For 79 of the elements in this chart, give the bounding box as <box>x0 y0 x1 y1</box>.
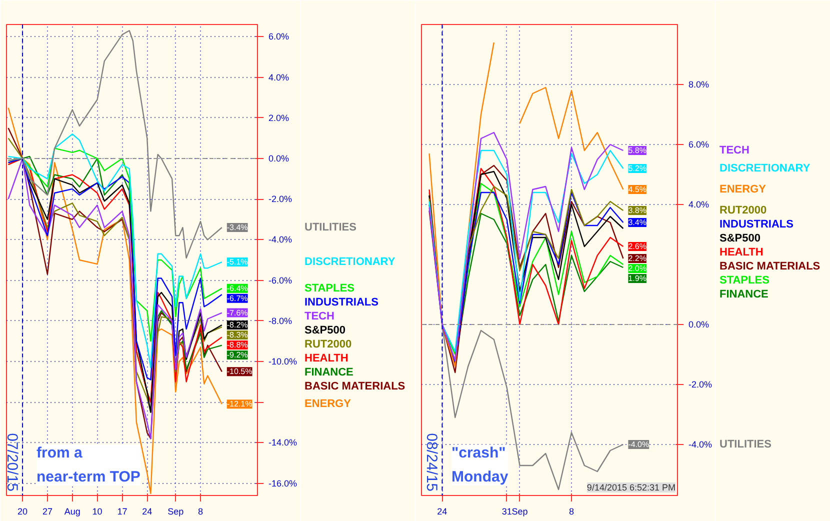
y-tick-label: -2.0% <box>268 194 292 204</box>
text: FINANCE <box>720 288 768 300</box>
text: FINANCE <box>304 366 354 378</box>
text: INDUSTRIALS <box>720 218 794 230</box>
y-tick-label: 2.0% <box>268 112 290 123</box>
data-label: -7.6% <box>226 308 248 318</box>
x-tick-label: 24 <box>142 506 152 516</box>
data-label: 4.5% <box>628 185 646 194</box>
x-tick-label: 8 <box>198 506 204 516</box>
x-tick-label: Aug <box>64 506 80 516</box>
y-tick-label: -4.0% <box>268 234 292 245</box>
y-tick-label: 4.0% <box>268 72 290 82</box>
y-tick-label: -4.0% <box>688 440 712 450</box>
data-label: -6.4% <box>226 284 248 293</box>
text: STAPLES <box>304 282 354 294</box>
y-tick-label: -2.0% <box>688 380 712 390</box>
x-tick-label: Sep <box>168 506 184 516</box>
line-series <box>8 30 222 259</box>
y-tick-label: 0.0% <box>268 153 290 164</box>
data-label: -6.7% <box>226 294 248 303</box>
text: ENERGY <box>304 398 352 410</box>
text: TECH <box>304 310 334 322</box>
data-label: -5.1% <box>226 258 248 267</box>
data-label: -3.4% <box>226 223 248 232</box>
x-tick-label: 24 <box>437 506 448 516</box>
data-label: 2.6% <box>628 242 646 251</box>
text: S&P500 <box>304 324 346 336</box>
data-label: -4.0% <box>628 440 650 449</box>
text: HEALTH <box>304 352 348 364</box>
text: S&P500 <box>720 232 760 244</box>
text: UTILITIES <box>304 222 356 234</box>
x-tick-label: 10 <box>92 506 102 516</box>
text: UTILITIES <box>720 438 772 450</box>
ref-line-label: 07/20/15 <box>4 433 21 492</box>
y-tick-label: -8.0% <box>268 316 292 326</box>
data-label: 5.8% <box>628 146 646 155</box>
data-label: 3.4% <box>628 218 646 227</box>
data-label: -9.2% <box>226 350 248 360</box>
annotation: 9/14/2015 6:52:31 PM <box>586 482 676 492</box>
y-tick-label: -10.0% <box>268 356 298 367</box>
y-tick-label: 6.0% <box>268 32 290 42</box>
text: HEALTH <box>720 246 764 258</box>
y-tick-label: 8.0% <box>688 80 710 90</box>
y-tick-label: -6.0% <box>268 275 292 286</box>
y-tick-label: -14.0% <box>268 438 298 448</box>
text: DISCRETIONARY <box>720 162 811 174</box>
x-tick-label: 27 <box>42 506 52 516</box>
y-tick-label: 4.0% <box>688 200 710 210</box>
text: STAPLES <box>720 274 770 286</box>
ref-line-label: 08/24/15 <box>423 433 440 492</box>
data-label: 5.2% <box>628 164 646 173</box>
text: RUT2000 <box>304 338 352 350</box>
data-label: -12.1% <box>226 400 252 409</box>
x-tick-label: Sep <box>512 506 528 516</box>
x-tick-label: 31 <box>502 506 512 516</box>
line-series <box>8 107 222 494</box>
data-label: -8.2% <box>226 320 248 330</box>
data-label: 3.8% <box>628 206 646 215</box>
data-label: 2.0% <box>628 264 646 273</box>
text: BASIC MATERIALS <box>720 260 820 272</box>
annotation: "crash" Monday <box>452 444 509 486</box>
x-tick-label: 8 <box>568 506 574 516</box>
text: TECH <box>720 144 750 156</box>
data-label: 2.2% <box>628 254 646 263</box>
x-tick-label: 17 <box>117 506 128 516</box>
text: RUT2000 <box>720 204 767 216</box>
data-label: -8.3% <box>226 330 248 340</box>
x-tick-label: 20 <box>18 506 28 516</box>
text: INDUSTRIALS <box>304 296 378 308</box>
text: DISCRETIONARY <box>304 256 396 268</box>
text: BASIC MATERIALS <box>304 380 406 392</box>
data-label: 1.9% <box>628 274 646 283</box>
y-tick-label: 6.0% <box>688 140 710 150</box>
annotation: from a near-term TOP <box>36 444 140 486</box>
text: ENERGY <box>720 184 767 196</box>
y-tick-label: 0.0% <box>688 320 710 330</box>
y-tick-label: -16.0% <box>268 478 298 488</box>
data-label: -10.5% <box>226 367 252 376</box>
data-label: -8.8% <box>226 340 248 350</box>
